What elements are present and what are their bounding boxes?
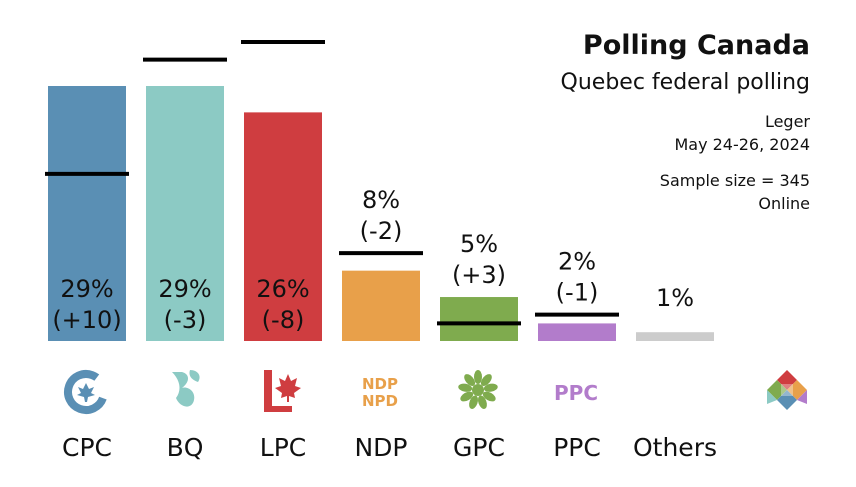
svg-text:NPD: NPD [362, 392, 398, 410]
value-label-gpc: 5% [460, 230, 498, 258]
bar-cpc [48, 86, 126, 341]
value-label-cpc: 29% [60, 275, 113, 303]
bar-bq [146, 86, 224, 341]
change-label-ppc: (-1) [556, 279, 599, 307]
sample-size: Sample size = 345 [659, 171, 810, 190]
lpc-logo-icon [264, 370, 301, 412]
category-label-ppc: PPC [553, 433, 601, 462]
gpc-logo-icon [458, 370, 498, 409]
svg-text:PPC: PPC [554, 381, 598, 405]
cpc-logo-icon [64, 370, 108, 414]
category-label-ndp: NDP [354, 433, 408, 462]
change-label-lpc: (-8) [262, 306, 305, 334]
value-label-ndp: 8% [362, 186, 400, 214]
data-labels-layer: 29% (+10) 29% (-3) 26% (-8) 8% (-2) 5% (+3) 2% (-1)… [52, 186, 694, 334]
bars-layer [48, 86, 714, 342]
bar-ppc [538, 323, 616, 341]
category-label-gpc: GPC [453, 433, 505, 462]
pollster-name: Leger [764, 112, 810, 131]
category-label-bq: BQ [166, 433, 204, 462]
change-label-gpc: (+3) [452, 261, 506, 289]
chart-subtitle: Quebec federal polling [560, 70, 810, 95]
bq-logo-icon [172, 370, 200, 407]
previous-result-markers [45, 40, 619, 326]
value-label-ppc: 2% [558, 248, 596, 276]
bar-gpc [440, 297, 518, 341]
poll-method: Online [758, 194, 810, 213]
bar-ndp [342, 270, 420, 341]
value-label-others: 1% [656, 284, 694, 312]
chart-title: Polling Canada [582, 30, 810, 61]
svg-text:NDP: NDP [362, 375, 398, 393]
category-label-others: Others [632, 433, 717, 462]
polling-canada-logo-icon [767, 370, 807, 410]
bar-lpc [244, 112, 322, 342]
value-label-lpc: 26% [256, 275, 309, 303]
category-label-cpc: CPC [62, 433, 112, 462]
ppc-logo-icon: PPC [554, 381, 598, 405]
change-label-ndp: (-2) [360, 217, 403, 245]
ndp-logo-icon: NDP NPD [362, 375, 398, 410]
change-label-bq: (-3) [164, 306, 207, 334]
category-label-lpc: LPC [259, 433, 307, 462]
poll-dates: May 24-26, 2024 [674, 135, 810, 154]
value-label-bq: 29% [158, 275, 211, 303]
change-label-cpc: (+10) [52, 306, 121, 334]
bar-others [636, 332, 714, 341]
